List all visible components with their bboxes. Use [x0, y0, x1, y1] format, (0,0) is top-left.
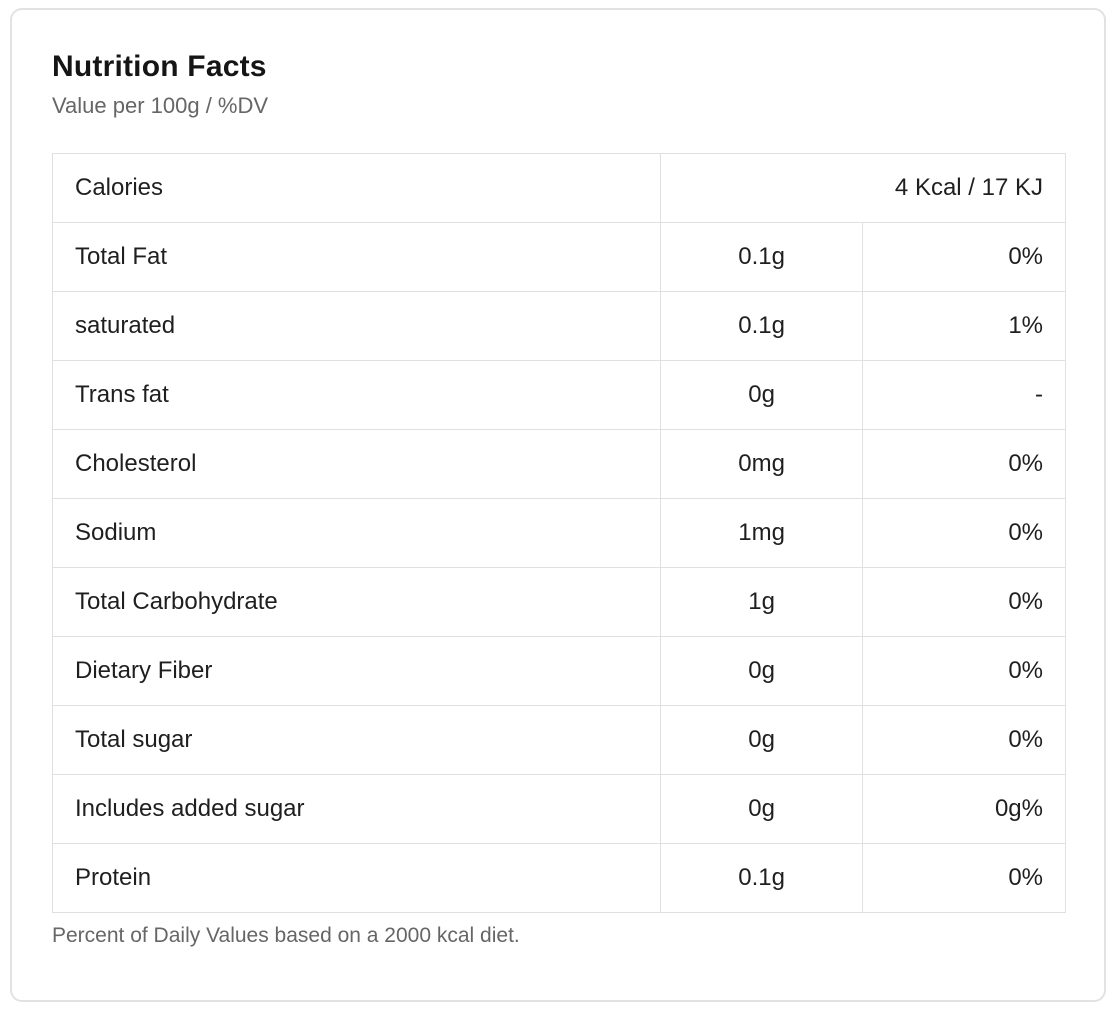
nutrient-amount: 1g [659, 567, 864, 638]
nutrient-amount: 0g [659, 774, 864, 845]
daily-values-footnote: Percent of Daily Values based on a 2000 … [52, 924, 520, 948]
nutrient-label: Total sugar [52, 705, 661, 776]
nutrient-label: Dietary Fiber [52, 636, 661, 707]
nutrient-amount: 0.1g [659, 222, 864, 293]
nutrient-label: Cholesterol [52, 429, 661, 500]
table-row: Total Carbohydrate 1g 0% [52, 567, 1066, 638]
nutrient-amount: 0mg [659, 429, 864, 500]
nutrition-table: Calories 4 Kcal / 17 KJ Total Fat 0.1g 0… [52, 153, 1067, 914]
table-row: Protein 0.1g 0% [52, 843, 1066, 914]
table-row: Includes added sugar 0g 0g% [52, 774, 1066, 845]
calories-value: 4 Kcal / 17 KJ [659, 153, 1067, 224]
table-row: Cholesterol 0mg 0% [52, 429, 1066, 500]
nutrient-label: Calories [52, 153, 661, 224]
nutrient-label: Total Carbohydrate [52, 567, 661, 638]
table-row: saturated 0.1g 1% [52, 291, 1066, 362]
nutrient-dv: 0g% [862, 774, 1066, 845]
nutrient-amount: 1mg [659, 498, 864, 569]
nutrition-facts-card: Nutrition Facts Value per 100g / %DV Cal… [10, 8, 1106, 1002]
table-row-calories: Calories 4 Kcal / 17 KJ [52, 153, 1067, 224]
nutrient-dv: 0% [862, 636, 1066, 707]
table-row: Trans fat 0g - [52, 360, 1066, 431]
nutrient-dv: - [862, 360, 1066, 431]
nutrient-label: Trans fat [52, 360, 661, 431]
nutrient-dv: 0% [862, 429, 1066, 500]
nutrient-dv: 1% [862, 291, 1066, 362]
page-subtitle: Value per 100g / %DV [52, 92, 269, 118]
nutrient-label: saturated [52, 291, 661, 362]
nutrient-dv: 0% [862, 498, 1066, 569]
nutrient-amount: 0g [659, 636, 864, 707]
nutrient-dv: 0% [862, 567, 1066, 638]
nutrient-label: Protein [52, 843, 661, 914]
table-row: Sodium 1mg 0% [52, 498, 1066, 569]
nutrient-amount: 0.1g [659, 291, 864, 362]
nutrient-dv: 0% [862, 843, 1066, 914]
table-row: Dietary Fiber 0g 0% [52, 636, 1066, 707]
nutrient-label: Sodium [52, 498, 661, 569]
nutrient-amount: 0g [659, 705, 864, 776]
nutrient-label: Includes added sugar [52, 774, 661, 845]
table-row: Total sugar 0g 0% [52, 705, 1066, 776]
page-title: Nutrition Facts [52, 50, 267, 83]
nutrient-label: Total Fat [52, 222, 661, 293]
nutrient-amount: 0.1g [659, 843, 864, 914]
table-row: Total Fat 0.1g 0% [52, 222, 1066, 293]
nutrient-amount: 0g [659, 360, 864, 431]
nutrient-dv: 0% [862, 705, 1066, 776]
nutrient-dv: 0% [862, 222, 1066, 293]
